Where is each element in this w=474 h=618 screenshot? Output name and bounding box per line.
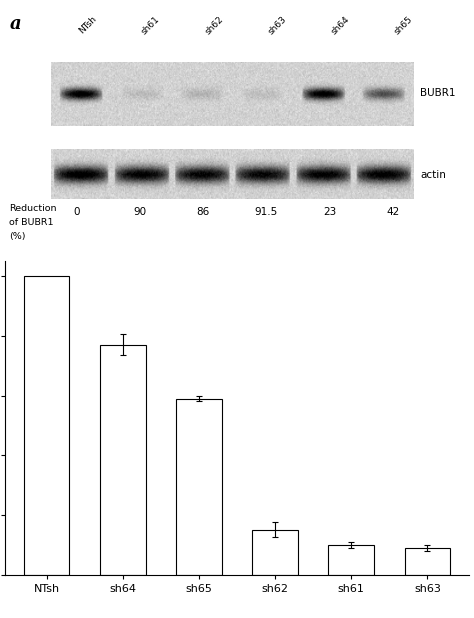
Text: BUBR1: BUBR1 <box>420 88 456 98</box>
Bar <box>176 399 222 575</box>
Text: a: a <box>9 15 21 33</box>
Bar <box>252 530 298 575</box>
Bar <box>404 548 450 575</box>
Text: NTsh: NTsh <box>77 15 98 36</box>
Text: sh61: sh61 <box>140 15 162 36</box>
Text: 42: 42 <box>386 207 399 217</box>
Text: actin: actin <box>420 170 447 180</box>
Text: 23: 23 <box>323 207 336 217</box>
Bar <box>328 545 374 575</box>
Text: sh63: sh63 <box>266 15 288 36</box>
Text: 0: 0 <box>73 207 80 217</box>
Text: 90: 90 <box>133 207 146 217</box>
Text: Reduction: Reduction <box>9 205 57 213</box>
Text: sh65: sh65 <box>392 15 414 36</box>
Text: sh62: sh62 <box>203 15 225 36</box>
Text: 91.5: 91.5 <box>255 207 278 217</box>
Text: (%): (%) <box>9 232 26 240</box>
Text: sh64: sh64 <box>329 15 351 36</box>
Text: of BUBR1: of BUBR1 <box>9 218 54 227</box>
Bar <box>100 345 146 575</box>
Bar <box>24 276 70 575</box>
Text: 86: 86 <box>196 207 210 217</box>
